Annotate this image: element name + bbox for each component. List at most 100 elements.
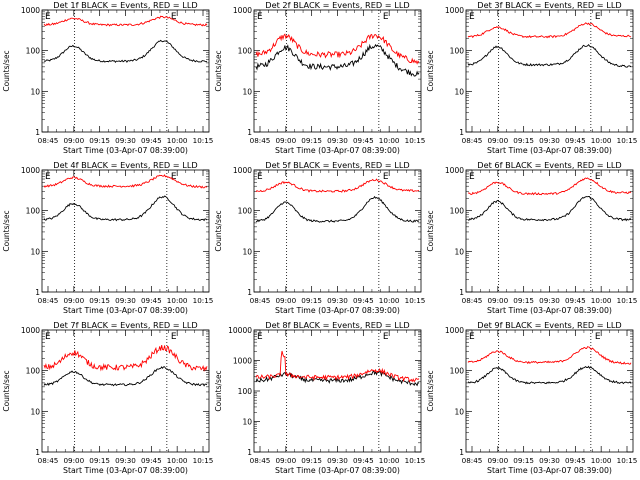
x-tick-label: 10:00: [167, 136, 188, 145]
x-tick-label: 08:45: [38, 296, 59, 305]
x-axis-label: Start Time (03-Apr-07 08:39:00): [63, 466, 188, 475]
plot-frame: [465, 329, 634, 453]
events-series-line: [43, 366, 208, 387]
x-tick-label: 10:15: [405, 136, 426, 145]
marker-label: E: [171, 12, 177, 22]
x-tick-label: 09:00: [63, 296, 84, 305]
x-tick-label: 09:45: [565, 136, 586, 145]
lld-series-line: [255, 178, 420, 193]
plot-frame: [41, 329, 210, 453]
panel-title: Det 7f BLACK = Events, RED = LLD: [53, 320, 197, 330]
x-tick-label: 08:45: [38, 136, 59, 145]
panel-det-3f: Det 3f BLACK = Events, RED = LLD 1 10 100 10…: [426, 0, 637, 155]
events-series-line: [255, 43, 420, 77]
y-tick-label: 1: [459, 448, 464, 457]
marker-label: E: [45, 172, 51, 182]
panel-title: Det 2f BLACK = Events, RED = LLD: [265, 0, 409, 10]
marker-label: E: [45, 332, 51, 342]
x-tick-label: 09:45: [565, 296, 586, 305]
x-axis-label: Start Time (03-Apr-07 08:39:00): [63, 306, 188, 315]
y-tick-label: 1000: [233, 166, 252, 175]
panel-title: Det 3f BLACK = Events, RED = LLD: [477, 0, 621, 10]
x-tick-label: 09:45: [141, 296, 162, 305]
plot-frame: [41, 169, 210, 293]
x-tick-label: 10:00: [591, 136, 612, 145]
marker-label: E: [469, 172, 475, 182]
plot-frame: [253, 329, 422, 453]
panel-det-5f: Det 5f BLACK = Events, RED = LLD 1 10 100 10…: [214, 160, 425, 315]
x-tick-label: 10:00: [167, 456, 188, 465]
y-tick-label: 100: [450, 367, 465, 376]
y-tick-label: 10000: [228, 326, 252, 335]
x-tick-label: 10:15: [617, 296, 638, 305]
x-tick-label: 10:15: [405, 456, 426, 465]
x-tick-label: 09:15: [301, 456, 322, 465]
events-series-line: [43, 39, 208, 63]
lld-series-line: [255, 350, 420, 383]
x-tick-label: 09:00: [63, 456, 84, 465]
x-axis-label: Start Time (03-Apr-07 08:39:00): [63, 146, 188, 155]
panel-title: Det 5f BLACK = Events, RED = LLD: [265, 160, 409, 170]
y-axis-label: Counts/sec: [426, 50, 435, 91]
y-tick-label: 1000: [445, 166, 464, 175]
y-axis-label: Counts/sec: [426, 370, 435, 411]
y-tick-label: 10: [30, 87, 40, 96]
y-tick-label: 100: [450, 207, 465, 216]
y-tick-label: 10: [242, 418, 252, 427]
x-tick-label: 08:45: [250, 296, 271, 305]
y-axis-label: Counts/sec: [2, 210, 11, 251]
x-tick-label: 10:00: [591, 296, 612, 305]
events-series-line: [467, 43, 632, 68]
x-axis-label: Start Time (03-Apr-07 08:39:00): [275, 466, 400, 475]
y-tick-label: 1000: [21, 166, 40, 175]
x-tick-label: 09:15: [513, 136, 534, 145]
events-series-line: [255, 369, 420, 387]
panel-det-1f: Det 1f BLACK = Events, RED = LLD 1 10 100 10…: [2, 0, 213, 155]
x-tick-label: 09:00: [275, 296, 296, 305]
y-tick-label: 100: [238, 387, 253, 396]
plot-frame: [253, 169, 422, 293]
marker-label: E: [595, 12, 601, 22]
x-tick-label: 09:15: [513, 296, 534, 305]
y-tick-label: 1: [35, 128, 40, 137]
x-tick-label: 09:15: [513, 456, 534, 465]
plot-frame: [41, 9, 210, 133]
x-tick-label: 09:45: [353, 296, 374, 305]
plot-frame: [253, 9, 422, 133]
x-axis-label: Start Time (03-Apr-07 08:39:00): [275, 306, 400, 315]
x-tick-label: 09:30: [115, 456, 136, 465]
x-tick-label: 10:15: [617, 456, 638, 465]
events-series-line: [43, 195, 208, 222]
y-axis-label: Counts/sec: [2, 370, 11, 411]
y-tick-label: 10: [454, 247, 464, 256]
y-tick-label: 1: [247, 128, 252, 137]
panel-det-6f: Det 6f BLACK = Events, RED = LLD 1 10 100 10…: [426, 160, 637, 315]
marker-label: E: [469, 12, 475, 22]
y-tick-label: 1: [247, 448, 252, 457]
x-tick-label: 09:15: [301, 136, 322, 145]
x-axis-label: Start Time (03-Apr-07 08:39:00): [487, 146, 612, 155]
y-tick-label: 100: [238, 47, 253, 56]
panel-title: Det 8f BLACK = Events, RED = LLD: [265, 320, 409, 330]
plot-frame: [465, 9, 634, 133]
x-tick-label: 08:45: [250, 136, 271, 145]
y-tick-label: 100: [26, 47, 41, 56]
marker-label: E: [595, 172, 601, 182]
panel-title: Det 1f BLACK = Events, RED = LLD: [53, 0, 197, 10]
x-tick-label: 08:45: [462, 136, 483, 145]
y-tick-label: 1000: [233, 6, 252, 15]
x-axis-label: Start Time (03-Apr-07 08:39:00): [487, 306, 612, 315]
x-tick-label: 10:00: [379, 296, 400, 305]
marker-label: E: [383, 332, 389, 342]
x-tick-label: 09:00: [487, 456, 508, 465]
y-tick-label: 1000: [21, 326, 40, 335]
x-tick-label: 10:00: [591, 456, 612, 465]
x-tick-label: 10:15: [193, 296, 214, 305]
y-tick-label: 10: [454, 87, 464, 96]
marker-label: E: [595, 332, 601, 342]
y-tick-label: 1: [35, 448, 40, 457]
y-tick-label: 10: [30, 407, 40, 416]
x-tick-label: 09:15: [301, 296, 322, 305]
panel-det-8f: Det 8f BLACK = Events, RED = LLD 1 10 100 10…: [214, 320, 425, 475]
panel-det-7f: Det 7f BLACK = Events, RED = LLD 1 10 100 10…: [2, 320, 213, 475]
